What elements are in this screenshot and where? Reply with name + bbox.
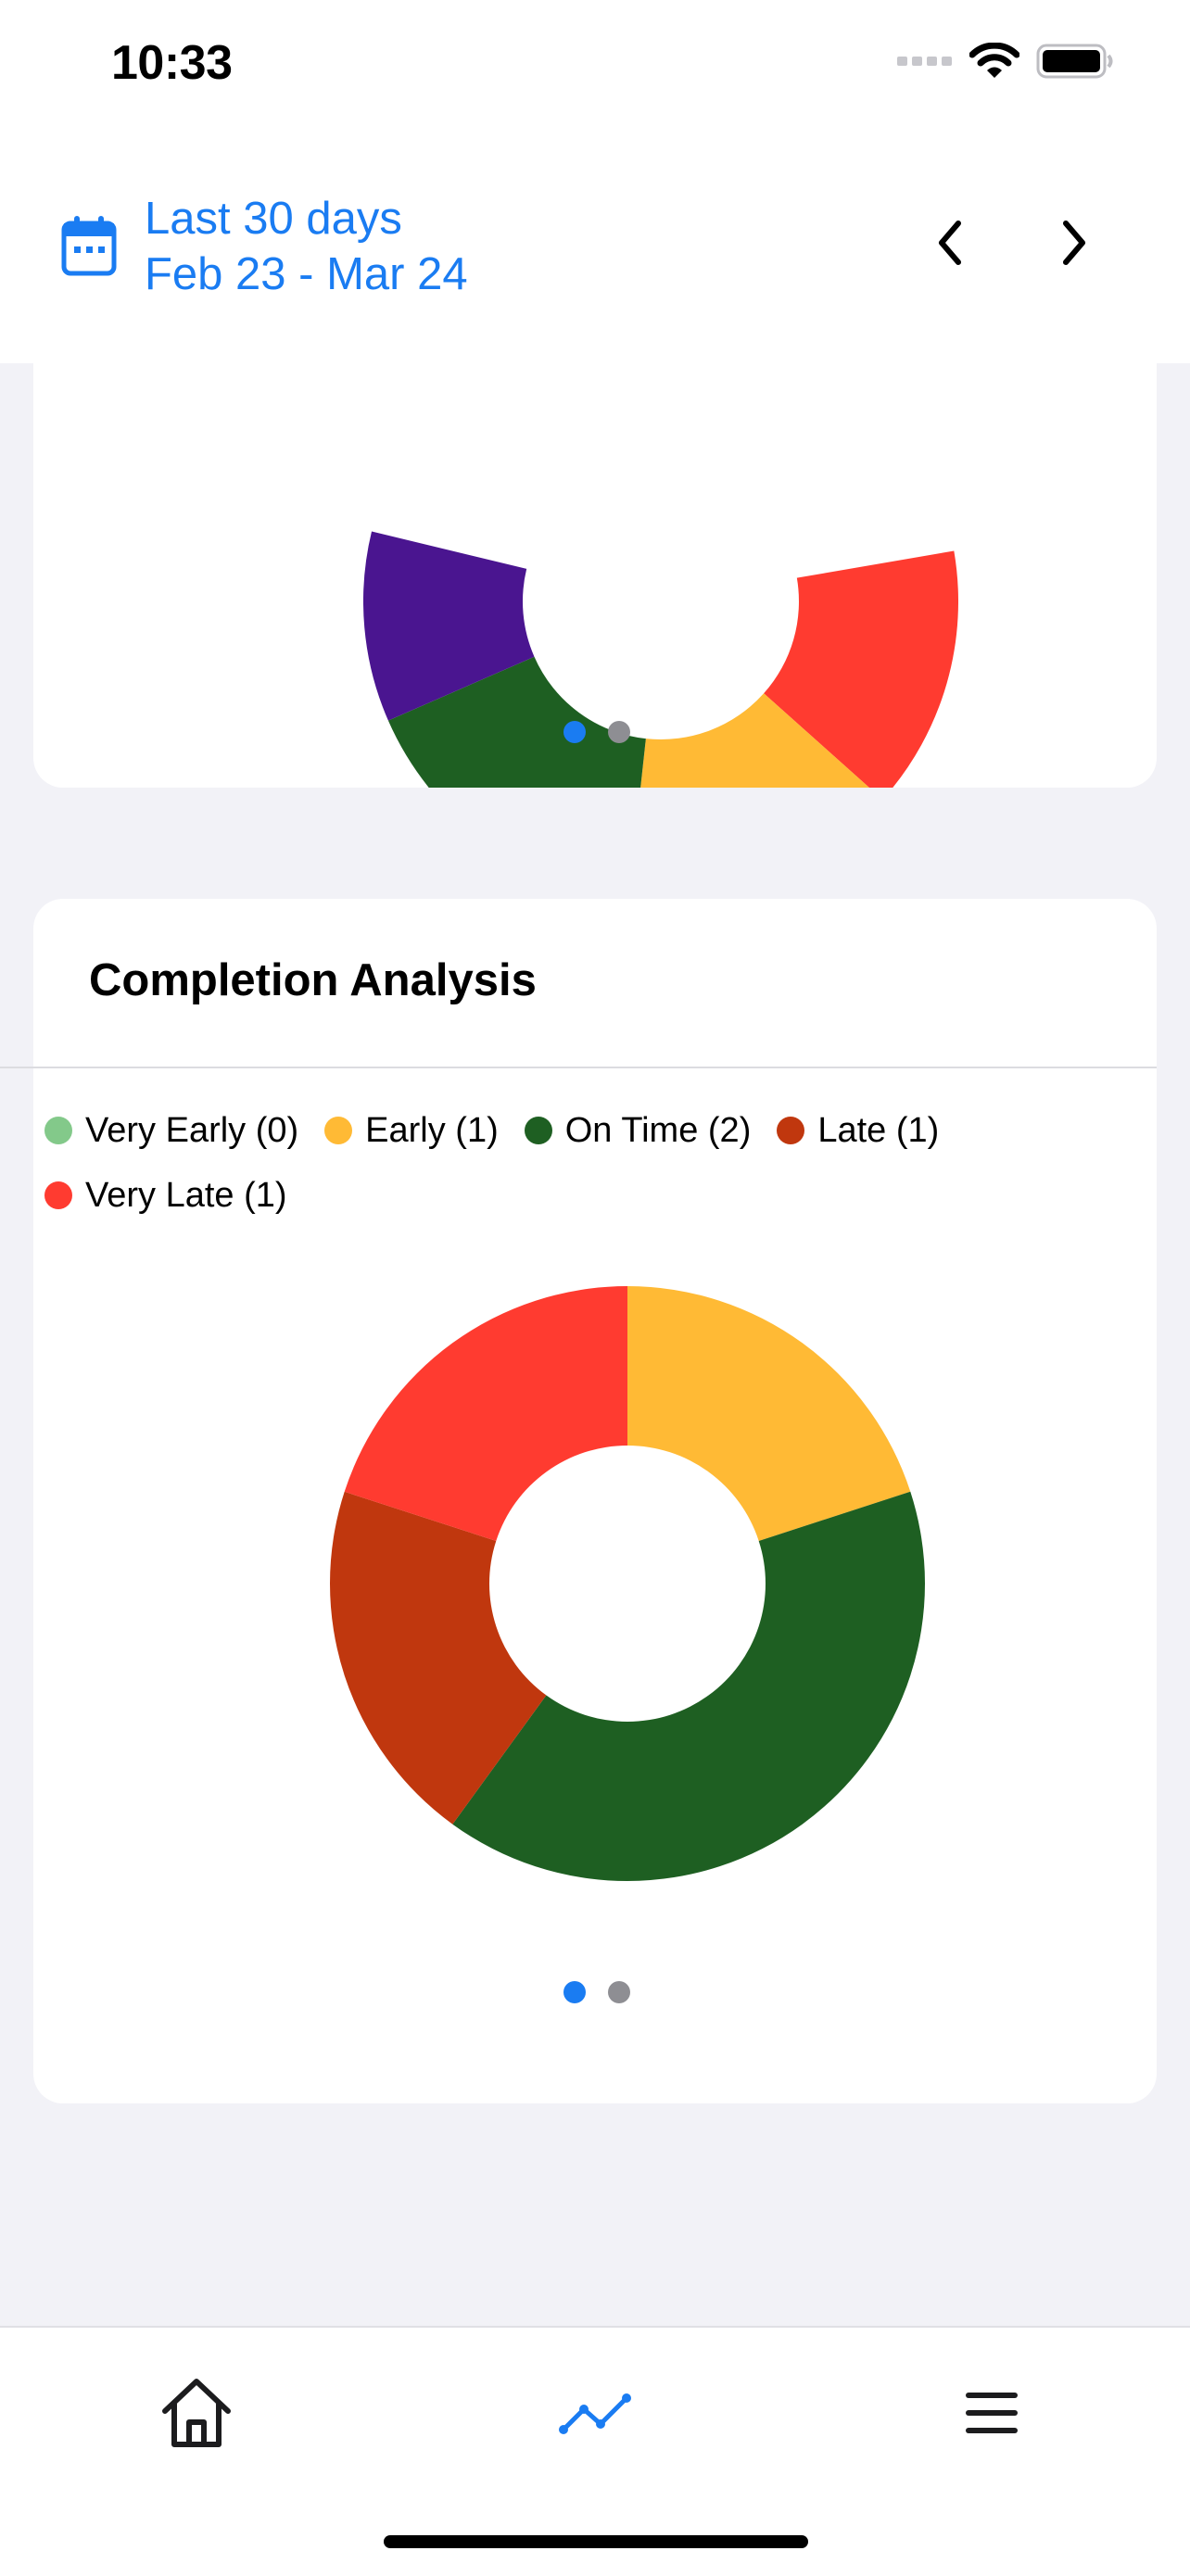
date-range-selector[interactable]: Last 30 days Feb 23 - Mar 24 bbox=[145, 191, 468, 302]
trend-line-icon bbox=[559, 2393, 631, 2434]
legend-dot bbox=[44, 1181, 72, 1209]
legend-label: Late (1) bbox=[817, 1110, 940, 1150]
pager-dot-1[interactable] bbox=[563, 1981, 586, 2003]
status-indicators bbox=[897, 43, 1114, 80]
top-slice-2 bbox=[640, 693, 869, 788]
next-period-button[interactable] bbox=[1045, 215, 1101, 271]
legend-dot bbox=[44, 1117, 72, 1144]
legend-label: Early (1) bbox=[365, 1110, 499, 1150]
legend-dot bbox=[324, 1117, 353, 1144]
card-divider bbox=[0, 1067, 1157, 1068]
cellular-signal-icon bbox=[897, 57, 952, 66]
tab-home[interactable] bbox=[159, 2376, 234, 2450]
card-title: Completion Analysis bbox=[89, 955, 537, 1005]
status-bar: 10:33 bbox=[0, 0, 1190, 139]
date-range-label: Last 30 days bbox=[145, 194, 402, 244]
top-slice-4 bbox=[363, 531, 535, 721]
tab-bar bbox=[0, 2326, 1190, 2576]
legend-label: On Time (2) bbox=[564, 1110, 752, 1150]
legend-item-very-late: Very Late (1) bbox=[44, 1169, 287, 1221]
legend-item-very-early: Very Early (0) bbox=[44, 1105, 298, 1156]
slice-on-time bbox=[452, 1491, 925, 1881]
legend-dot bbox=[777, 1117, 805, 1144]
previous-period-button[interactable] bbox=[923, 215, 979, 271]
pager-dot-2[interactable] bbox=[608, 1981, 630, 2003]
top-pager-dots[interactable] bbox=[563, 721, 630, 743]
chevron-right-icon bbox=[1063, 221, 1085, 265]
legend-item-early: Early (1) bbox=[324, 1105, 499, 1156]
status-time: 10:33 bbox=[111, 36, 233, 90]
wifi-icon bbox=[969, 43, 1019, 78]
slice-very-late bbox=[344, 1286, 627, 1541]
chart-legend: Very Early (0) Early (1) On Time (2) Lat… bbox=[44, 1105, 1064, 1221]
date-range-header[interactable] bbox=[0, 139, 1190, 363]
top-slice-1 bbox=[764, 550, 958, 788]
legend-item-late: Late (1) bbox=[777, 1105, 939, 1156]
legend-label: Very Early (0) bbox=[85, 1110, 299, 1150]
chevron-left-icon bbox=[939, 221, 961, 265]
legend-item-on-time: On Time (2) bbox=[524, 1105, 752, 1156]
tab-menu[interactable] bbox=[955, 2376, 1029, 2450]
date-range-dates: Feb 23 - Mar 24 bbox=[145, 249, 468, 299]
pager-dot-2[interactable] bbox=[608, 721, 630, 743]
home-indicator bbox=[384, 2535, 808, 2548]
legend-dot bbox=[524, 1117, 552, 1144]
menu-icon bbox=[966, 2393, 1018, 2433]
completion-pager-dots[interactable] bbox=[563, 1981, 630, 2003]
completion-analysis-card: Completion Analysis bbox=[33, 899, 1157, 2103]
top-slice-3 bbox=[387, 656, 646, 788]
battery-icon bbox=[1036, 44, 1113, 79]
slice-early bbox=[627, 1286, 911, 1541]
home-icon bbox=[162, 2379, 231, 2447]
top-donut-chart bbox=[363, 531, 958, 788]
completion-donut-chart bbox=[330, 1286, 925, 1881]
calendar-icon[interactable] bbox=[61, 215, 117, 276]
pager-dot-1[interactable] bbox=[563, 721, 586, 743]
slice-late bbox=[330, 1491, 547, 1825]
tab-insights[interactable] bbox=[558, 2376, 632, 2450]
legend-label: Very Late (1) bbox=[85, 1175, 287, 1215]
